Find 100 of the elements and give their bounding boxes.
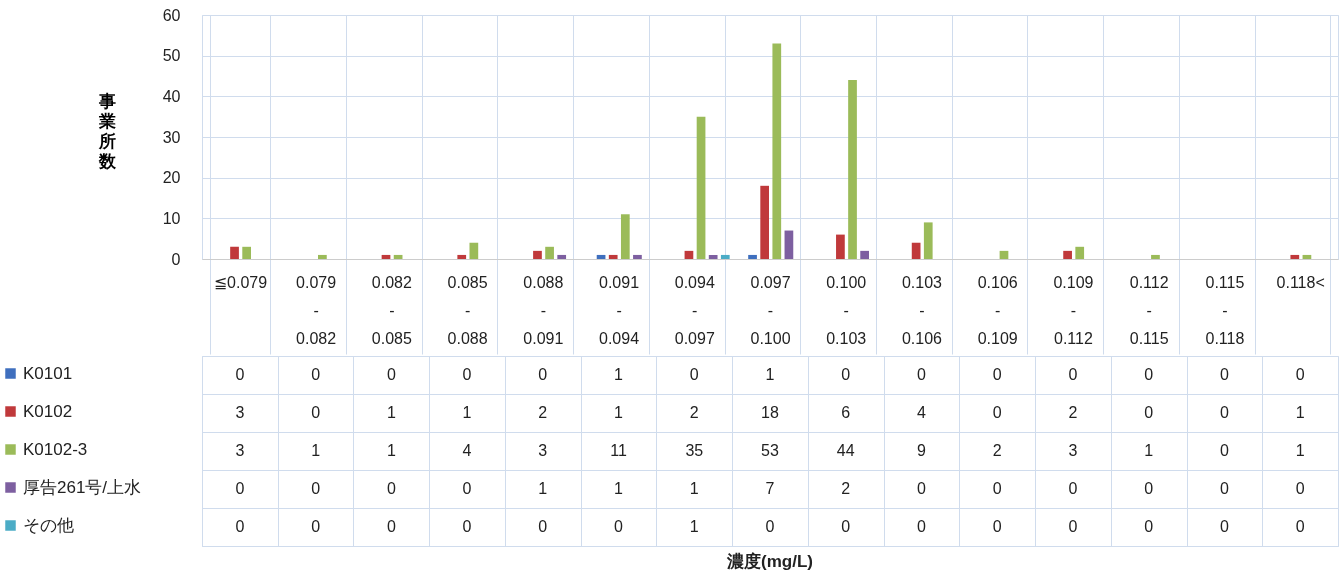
data-label: 0: [311, 404, 321, 421]
bar: [608, 254, 618, 259]
data-label: 3: [235, 404, 245, 421]
bar: [860, 250, 869, 259]
data-label: 0: [1068, 366, 1078, 383]
data-label: 2: [1068, 404, 1078, 421]
data-label: 18: [761, 404, 779, 421]
y-tick-label: 30: [162, 128, 181, 146]
bar: [1151, 254, 1160, 259]
data-label: 0: [235, 480, 245, 497]
data-label: 6: [841, 404, 851, 421]
data-label: 0: [992, 366, 1002, 383]
data-label: 1: [689, 518, 699, 535]
data-label: 1: [386, 404, 396, 421]
data-label: 1: [689, 480, 699, 497]
data-label: 0: [311, 518, 321, 535]
bar: [620, 214, 630, 259]
data-label: 0: [386, 366, 396, 383]
y-tick-label: 20: [162, 169, 181, 187]
x-tick-label: 0.112-0.115: [1129, 273, 1169, 347]
x-tick-label: 0.085-0.088: [447, 273, 488, 347]
bar: [1063, 250, 1072, 259]
legend-label: K0102-3: [23, 439, 88, 459]
data-label: 0: [992, 404, 1002, 421]
data-label: 1: [1295, 404, 1305, 421]
text: 濃度(mg/L): [726, 552, 813, 571]
data-label: 0: [614, 518, 624, 535]
data-label: 0: [992, 518, 1002, 535]
legend-label: その他: [23, 515, 74, 535]
data-label: 0: [689, 366, 699, 383]
data-label: 2: [841, 480, 851, 497]
bar: [923, 222, 933, 259]
data-label: 1: [614, 366, 624, 383]
bar: [999, 250, 1009, 259]
data-label: 0: [1144, 366, 1154, 383]
data-label: 0: [386, 518, 396, 535]
data-label: 11: [610, 442, 627, 459]
data-label: 0: [992, 480, 1002, 497]
x-tick-label: 0.091-0.094: [599, 273, 640, 347]
data-label: 0: [765, 518, 775, 535]
data-label: 0: [1219, 480, 1229, 497]
data-label: 1: [1144, 442, 1154, 459]
data-label: 0: [917, 480, 927, 497]
data-label: 0: [462, 518, 472, 535]
x-tick-label: 0.106-0.109: [977, 273, 1018, 347]
data-label: 0: [1219, 518, 1229, 535]
data-label: 0: [841, 366, 851, 383]
x-tick-label: 0.088-0.091: [523, 273, 564, 347]
legend-label: K0101: [23, 363, 73, 383]
y-tick-label: 40: [162, 87, 181, 105]
data-label: 9: [917, 442, 927, 459]
bar: [1302, 254, 1312, 259]
data-label: 0: [1295, 518, 1305, 535]
data-label: 35: [685, 442, 704, 459]
bar: [1290, 254, 1300, 259]
bar: [696, 116, 706, 259]
x-tick-label: 0.100-0.103: [826, 273, 867, 347]
x-tick-label: 0.082-0.085: [371, 273, 412, 347]
y-tick-label: 50: [162, 47, 181, 65]
data-label: 0: [1295, 480, 1305, 497]
data-label: 0: [1219, 442, 1229, 459]
bar: [545, 246, 554, 259]
legend-label: K0102: [23, 401, 73, 421]
data-label: 0: [1068, 518, 1078, 535]
data-label: 0: [538, 366, 548, 383]
bar: [708, 254, 718, 259]
data-label: 0: [1144, 518, 1154, 535]
bar: [772, 43, 782, 259]
data-label: 3: [538, 442, 548, 459]
data-label: 0: [841, 518, 851, 535]
data-label: 44: [836, 442, 855, 459]
bar: [381, 254, 391, 259]
data-label: 0: [235, 366, 245, 383]
bar: [393, 254, 403, 259]
bar: [684, 250, 694, 259]
bar: [748, 254, 757, 259]
data-label: 0: [311, 366, 321, 383]
bar: [318, 254, 327, 259]
data-label: 0: [311, 480, 321, 497]
data-label: 1: [765, 366, 775, 383]
data-label: 0: [386, 480, 396, 497]
data-label: 0: [235, 518, 245, 535]
data-label: 2: [689, 404, 699, 421]
bar: [596, 254, 606, 259]
data-label: 1: [386, 442, 396, 459]
bar: [760, 185, 770, 259]
data-label: 1: [462, 404, 472, 421]
y-tick-label: 60: [162, 6, 181, 24]
data-label: 0: [1144, 480, 1154, 497]
x-tick-label: 0.079-0.082: [296, 273, 337, 347]
data-label: 1: [614, 404, 624, 421]
data-label: 0: [1219, 404, 1229, 421]
x-tick-label: 0.094-0.097: [674, 273, 715, 347]
bar: [230, 246, 239, 259]
bar: [911, 242, 921, 259]
data-label: 7: [765, 480, 775, 497]
bar: [1075, 246, 1085, 259]
data-label: 1: [1295, 442, 1305, 459]
data-label: 53: [761, 442, 779, 459]
bar: [469, 242, 479, 259]
